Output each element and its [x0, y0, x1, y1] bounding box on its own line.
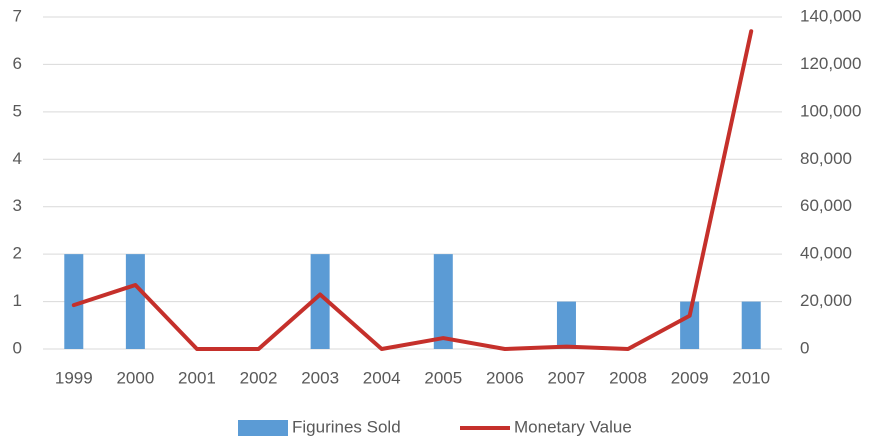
bar [64, 254, 84, 349]
legend-label: Monetary Value [514, 417, 632, 436]
legend-label: Figurines Sold [292, 417, 401, 436]
y2-tick-label: 40,000 [800, 244, 852, 263]
y2-tick-label: 0 [800, 338, 809, 357]
x-tick-label: 2004 [363, 368, 401, 387]
y-tick-label: 0 [13, 338, 22, 357]
x-tick-label: 2002 [240, 368, 278, 387]
legend-swatch [238, 420, 288, 436]
bar [556, 301, 576, 349]
bar [433, 254, 453, 349]
x-tick-label: 2006 [486, 368, 524, 387]
x-tick-label: 2008 [609, 368, 647, 387]
x-tick-label: 2001 [178, 368, 216, 387]
y2-tick-label: 120,000 [800, 54, 861, 73]
y-tick-label: 7 [13, 6, 22, 25]
y2-tick-label: 60,000 [800, 196, 852, 215]
x-tick-label: 2003 [301, 368, 339, 387]
y2-tick-label: 80,000 [800, 149, 852, 168]
bar [125, 254, 145, 349]
y-tick-label: 4 [13, 149, 22, 168]
x-tick-label: 2009 [671, 368, 709, 387]
y-tick-label: 2 [13, 244, 22, 263]
bar [741, 301, 761, 349]
y2-tick-label: 20,000 [800, 291, 852, 310]
y-tick-label: 5 [13, 101, 22, 120]
x-tick-label: 2007 [548, 368, 586, 387]
y-tick-label: 6 [13, 54, 22, 73]
line [71, 29, 754, 351]
y2-tick-label: 100,000 [800, 101, 861, 120]
y-tick-label: 1 [13, 291, 22, 310]
bar [680, 301, 700, 349]
x-tick-label: 1999 [55, 368, 93, 387]
x-tick-label: 2010 [732, 368, 770, 387]
y-tick-label: 3 [13, 196, 22, 215]
bar [310, 254, 330, 349]
y2-tick-label: 140,000 [800, 6, 861, 25]
x-tick-label: 2005 [424, 368, 462, 387]
x-tick-label: 2000 [116, 368, 154, 387]
